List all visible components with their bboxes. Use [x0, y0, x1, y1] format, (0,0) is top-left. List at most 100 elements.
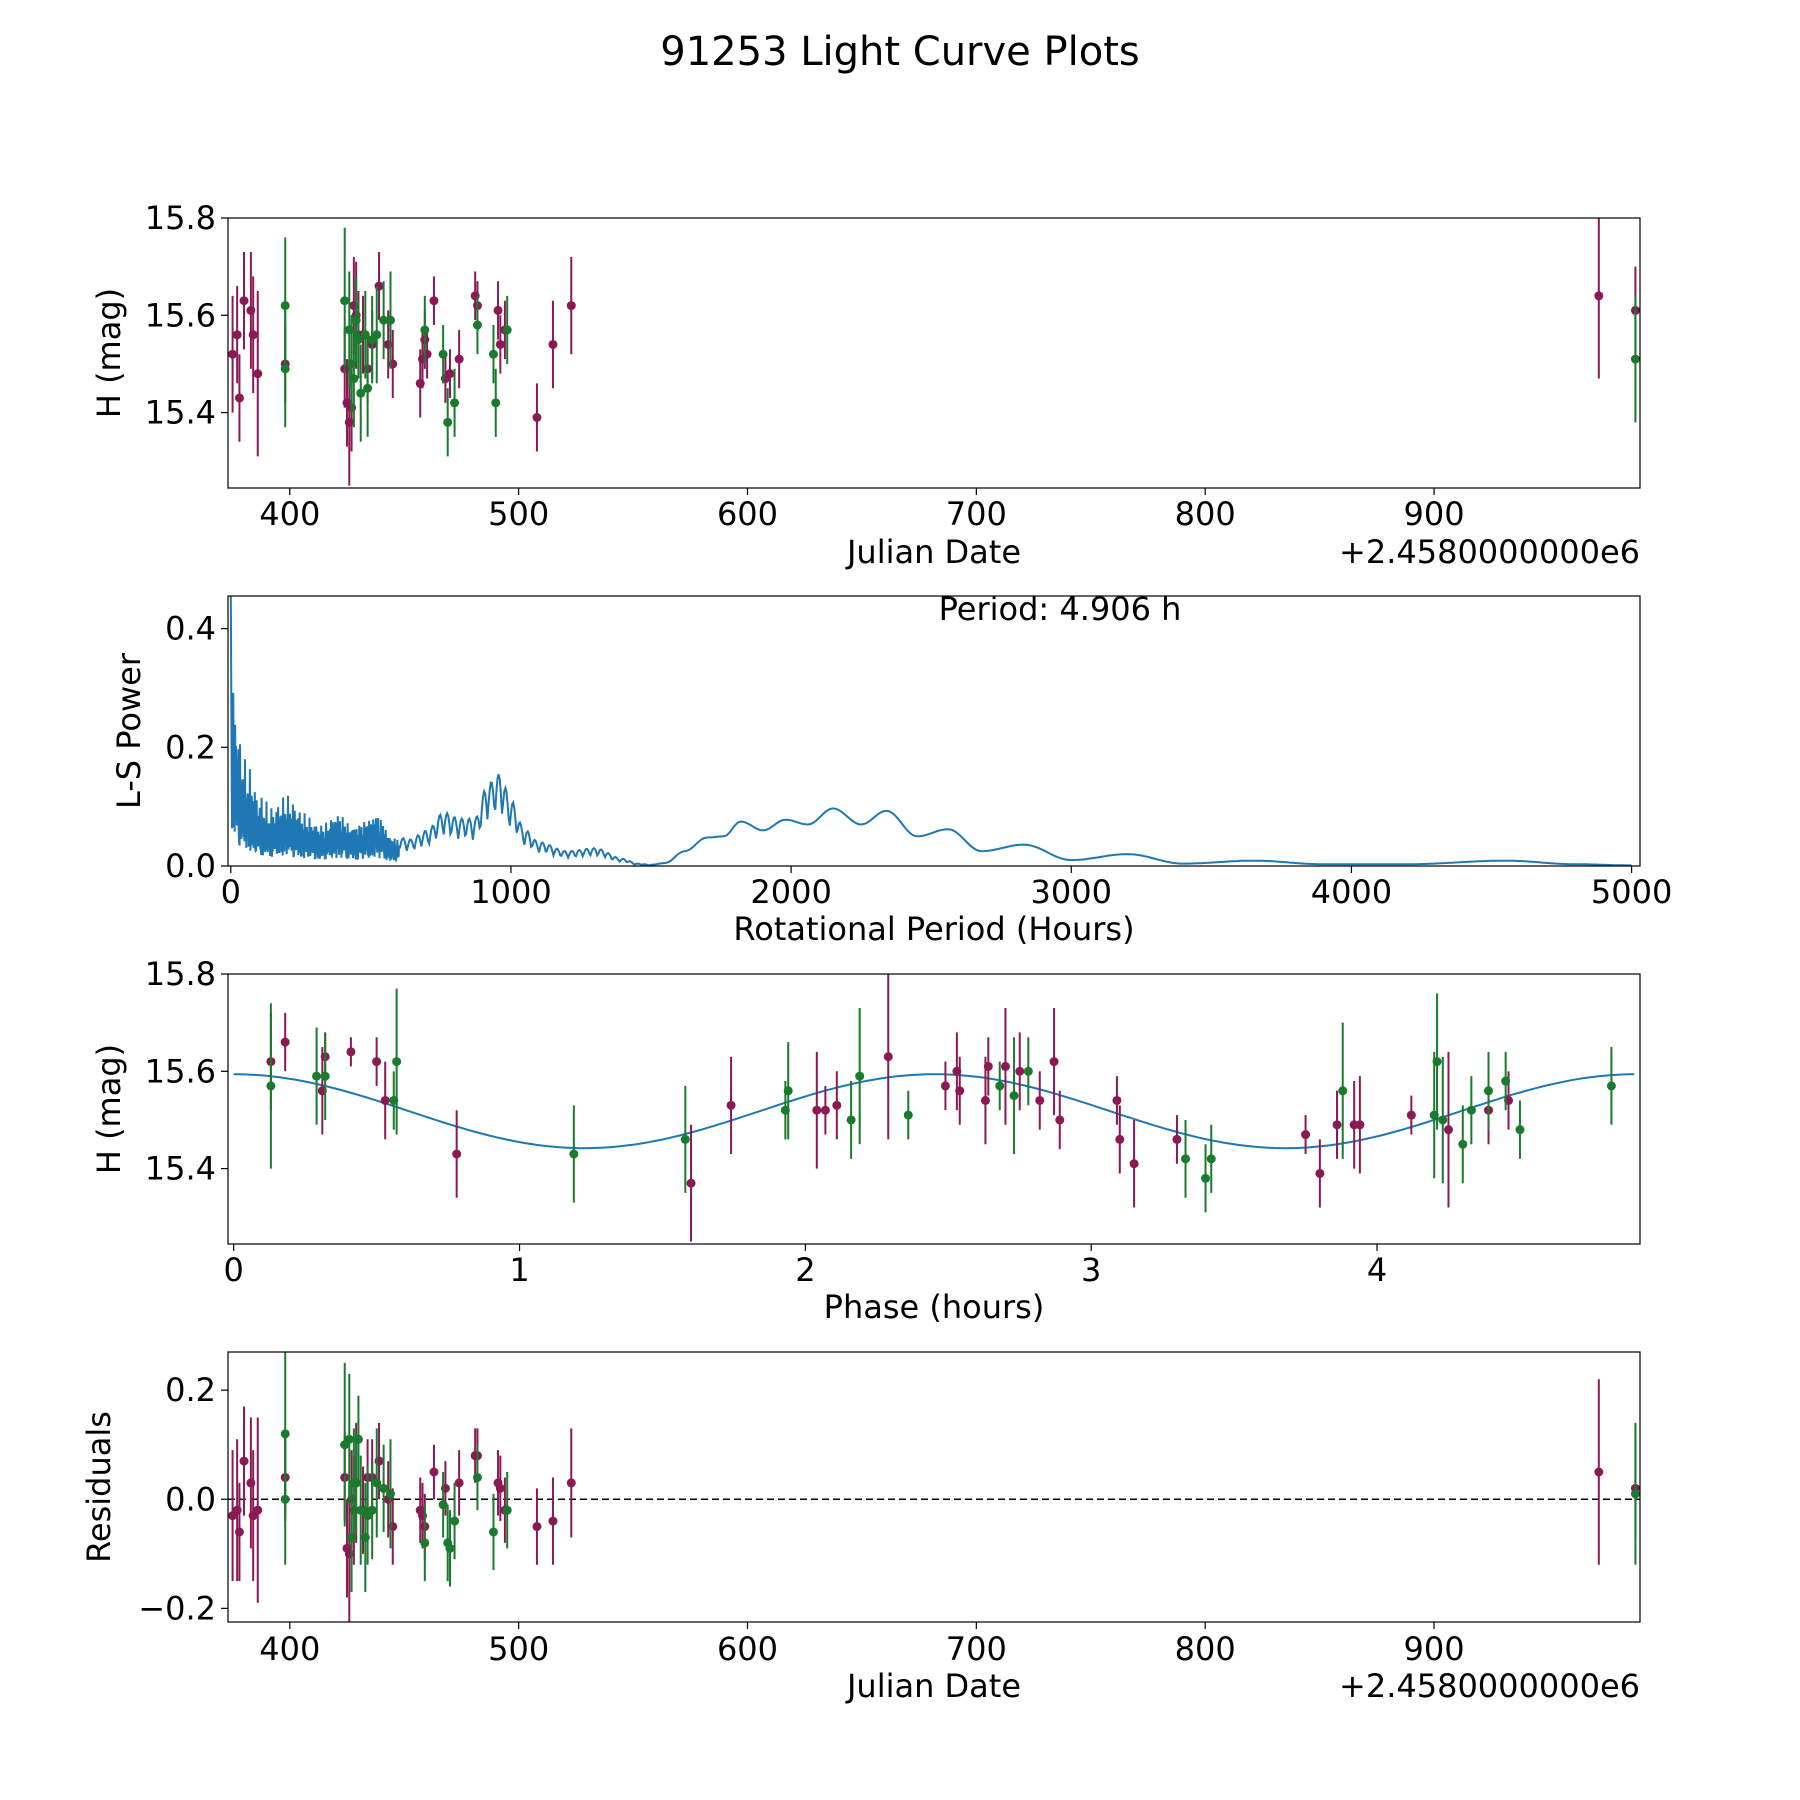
y-tick-label: 15.8: [145, 955, 216, 993]
data-point: [452, 1149, 462, 1159]
data-point: [234, 393, 244, 403]
data-point: [280, 301, 290, 311]
filter-2-series: [280, 227, 1640, 457]
x-axis-label: Phase (hours): [824, 1288, 1045, 1326]
data-point: [379, 315, 389, 325]
data-point: [726, 1100, 736, 1110]
data-point: [532, 1522, 542, 1532]
x-tick-label: 800: [1175, 1630, 1236, 1668]
data-point: [548, 339, 558, 349]
data-point: [372, 1478, 382, 1488]
data-point: [379, 1483, 389, 1493]
x-tick-label: 700: [946, 1630, 1007, 1668]
data-point: [491, 398, 501, 408]
periodogram-axes-frame: [227, 595, 1641, 867]
y-tick-label: 15.6: [145, 296, 216, 334]
data-point: [454, 1478, 464, 1488]
data-point: [1172, 1134, 1182, 1144]
filter-1-series: [266, 974, 1514, 1242]
x-tick-label: 3: [1081, 1251, 1101, 1289]
periodogram-panel: 0 1000 2000 3000 4000 5000 0.0 0.2 0.4 Rotational…: [110, 590, 1672, 948]
data-point: [532, 412, 542, 422]
data-point: [1112, 1095, 1122, 1105]
data-point: [488, 349, 498, 359]
data-point: [1484, 1086, 1494, 1096]
data-point: [349, 374, 359, 384]
data-point: [1432, 1057, 1442, 1067]
data-point: [495, 339, 505, 349]
data-point: [783, 1086, 793, 1096]
data-point: [1201, 1173, 1211, 1183]
residuals-panel: 400 500 600 700 800 900 −0.2 0.0 0.2 Julian Date R…: [80, 1351, 1641, 1705]
data-point: [445, 369, 455, 379]
data-point: [372, 1057, 382, 1067]
data-point: [1009, 1091, 1019, 1101]
lightcurve-panel: 400 500 600 700 800 900 15.4 15.6 15.8 Julian Dat…: [90, 199, 1641, 571]
data-point: [566, 1478, 576, 1488]
data-point: [1594, 1467, 1604, 1477]
data-point: [488, 1527, 498, 1537]
data-point: [940, 1081, 950, 1091]
data-point: [846, 1115, 856, 1125]
data-point: [445, 1543, 455, 1553]
y-tick-label: 0.0: [165, 1480, 216, 1518]
lightcurve-axes-frame: [227, 217, 1641, 489]
data-point: [955, 1086, 965, 1096]
data-point: [385, 1489, 395, 1499]
data-point: [1000, 1061, 1010, 1071]
y-tick-label: −0.2: [138, 1589, 216, 1627]
data-point: [1466, 1105, 1476, 1115]
data-point: [429, 296, 439, 306]
data-point: [420, 1538, 430, 1548]
data-point: [1181, 1154, 1191, 1164]
data-point: [232, 330, 242, 340]
data-point: [239, 1456, 249, 1466]
data-point: [346, 1047, 356, 1057]
x-tick-label: 0: [221, 873, 241, 911]
data-point: [392, 1057, 402, 1067]
data-point: [1606, 1081, 1616, 1091]
x-tick-label: 800: [1175, 495, 1236, 533]
data-point: [1515, 1125, 1525, 1135]
data-point: [1332, 1120, 1342, 1130]
filter-2-series: [280, 1352, 1640, 1592]
data-point: [353, 335, 363, 345]
data-point: [569, 1149, 579, 1159]
x-tick-label: 5000: [1591, 873, 1672, 911]
data-point: [340, 296, 350, 306]
x-tick-label: 1000: [470, 873, 551, 911]
data-point: [502, 325, 512, 335]
x-tick-label: 700: [946, 495, 1007, 533]
x-axis-label: Rotational Period (Hours): [733, 910, 1134, 948]
data-point: [1015, 1066, 1025, 1076]
data-point: [360, 330, 370, 340]
data-point: [495, 1483, 505, 1493]
data-point: [995, 1081, 1005, 1091]
data-point: [356, 388, 366, 398]
data-point: [502, 1505, 512, 1515]
y-tick-label: 0.2: [165, 1371, 216, 1409]
y-tick-label: 15.4: [145, 1150, 216, 1188]
phased-panel: 0 1 2 3 4 15.4 15.6 15.8 Phase (hours) H (mag): [90, 955, 1641, 1326]
data-point: [438, 349, 448, 359]
lightcurve-plot-area: [228, 218, 1640, 486]
data-point: [280, 1037, 290, 1047]
data-point: [363, 383, 373, 393]
data-point: [443, 417, 453, 427]
x-tick-label: 400: [259, 495, 320, 533]
data-point: [353, 1434, 363, 1444]
data-point: [812, 1105, 822, 1115]
data-point: [1206, 1154, 1216, 1164]
data-point: [372, 330, 382, 340]
data-point: [1301, 1130, 1311, 1140]
y-axis-label: H (mag): [90, 1044, 128, 1174]
phased-axes-frame: [227, 973, 1641, 1245]
data-point: [883, 1052, 893, 1062]
data-point: [266, 1081, 276, 1091]
data-point: [1129, 1159, 1139, 1169]
x-tick-label: 900: [1403, 495, 1464, 533]
data-point: [385, 315, 395, 325]
data-point: [248, 330, 258, 340]
residuals-axes-frame: [227, 1351, 1641, 1623]
